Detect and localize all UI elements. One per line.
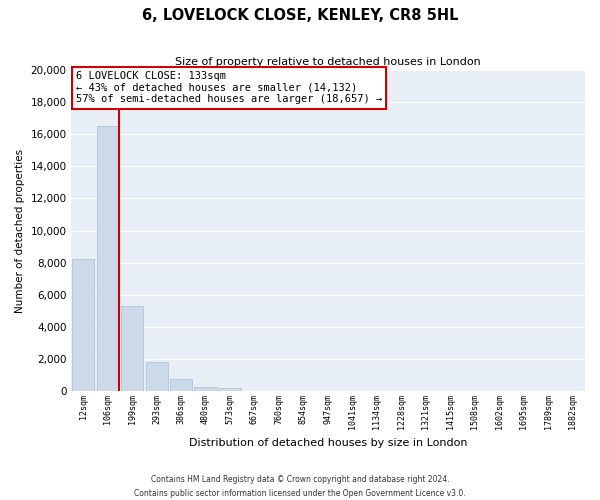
Bar <box>121 306 143 392</box>
X-axis label: Distribution of detached houses by size in London: Distribution of detached houses by size … <box>188 438 467 448</box>
Bar <box>146 362 167 392</box>
Title: Size of property relative to detached houses in London: Size of property relative to detached ho… <box>175 58 481 68</box>
Bar <box>219 388 241 392</box>
Text: 6 LOVELOCK CLOSE: 133sqm
← 43% of detached houses are smaller (14,132)
57% of se: 6 LOVELOCK CLOSE: 133sqm ← 43% of detach… <box>76 72 382 104</box>
Bar <box>170 380 192 392</box>
Text: 6, LOVELOCK CLOSE, KENLEY, CR8 5HL: 6, LOVELOCK CLOSE, KENLEY, CR8 5HL <box>142 8 458 22</box>
Bar <box>194 386 217 392</box>
Y-axis label: Number of detached properties: Number of detached properties <box>15 148 25 312</box>
Text: Contains HM Land Registry data © Crown copyright and database right 2024.
Contai: Contains HM Land Registry data © Crown c… <box>134 476 466 498</box>
Bar <box>97 126 119 392</box>
Bar <box>72 260 94 392</box>
